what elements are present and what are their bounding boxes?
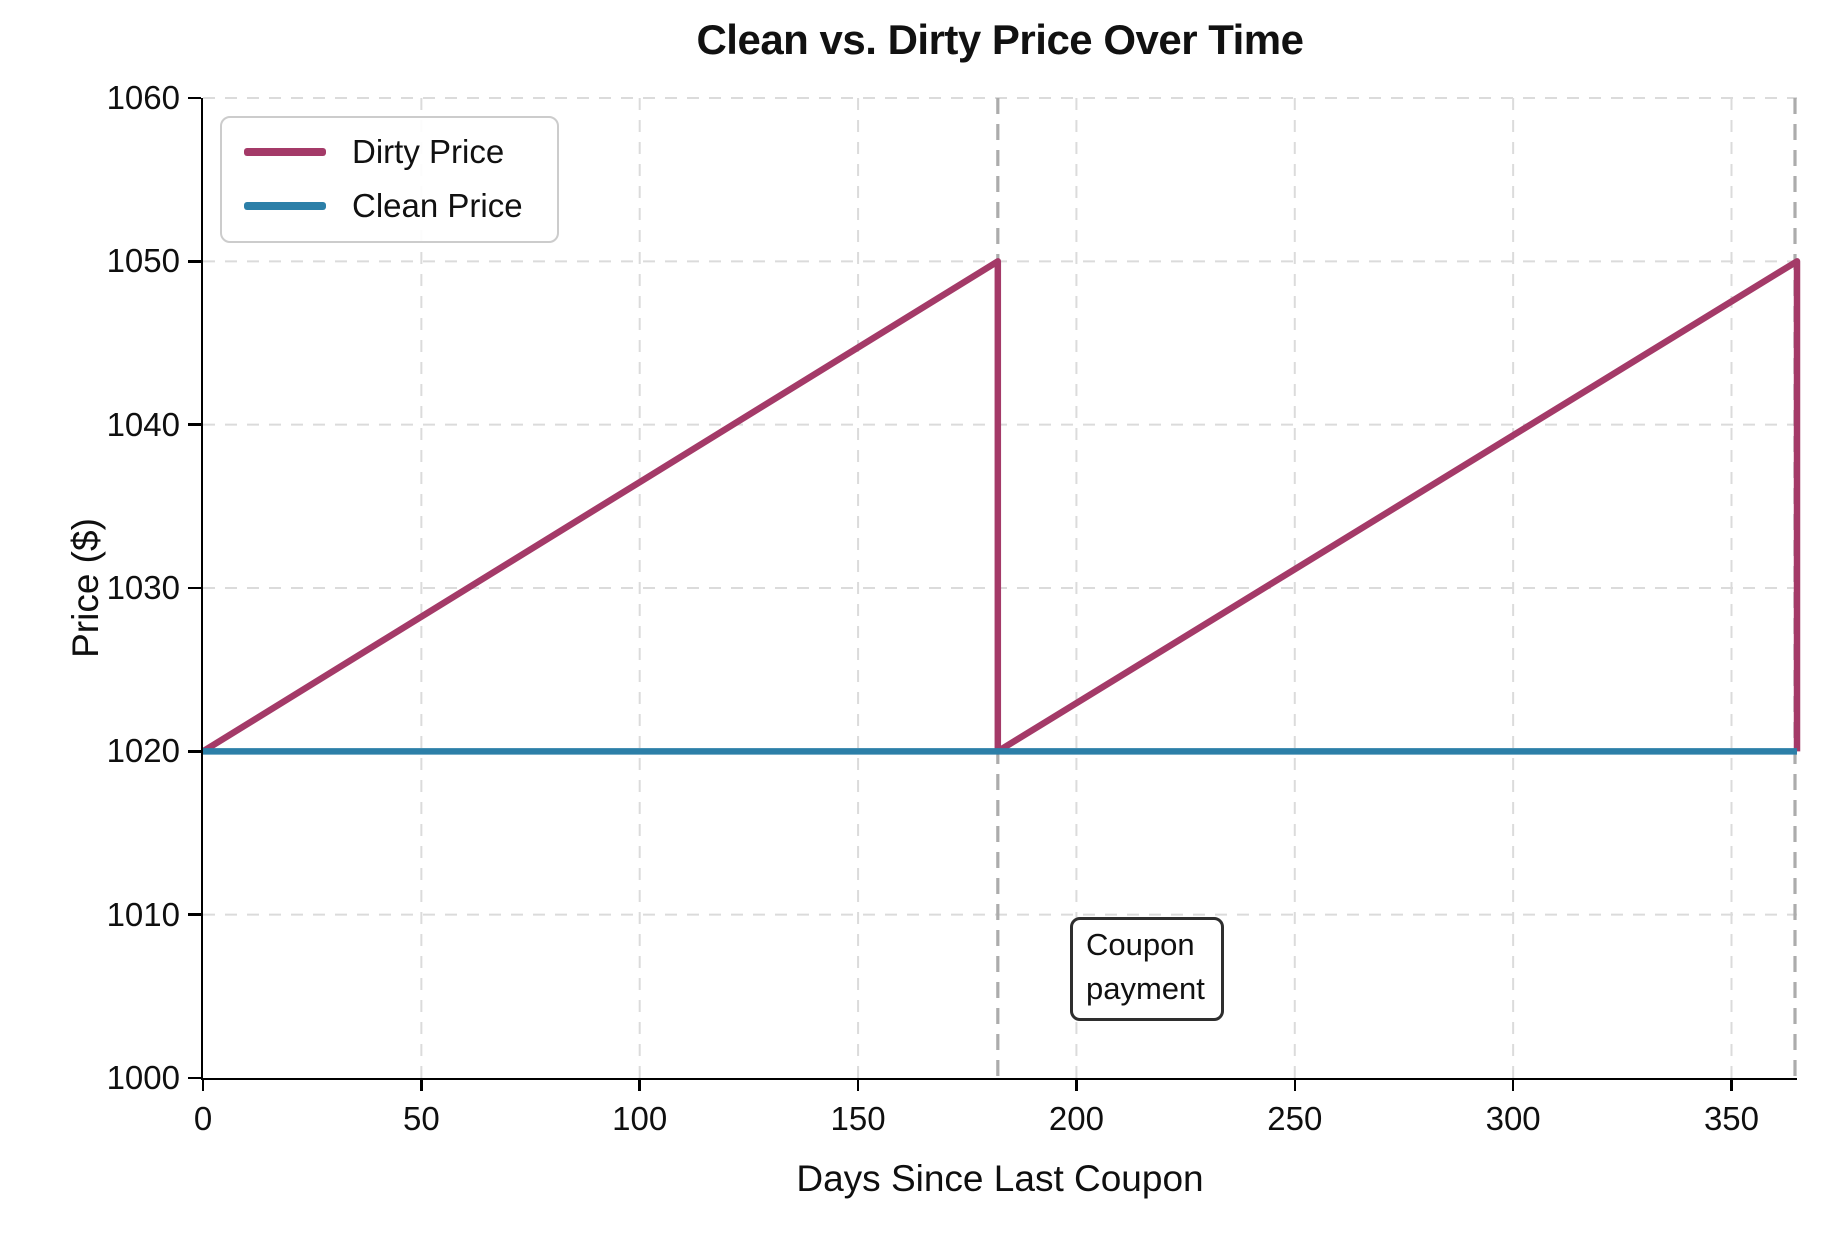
x-tick-mark bbox=[1730, 1078, 1733, 1091]
legend-item-clean-price: Clean Price bbox=[244, 187, 523, 225]
x-tick-label: 300 bbox=[1485, 1100, 1541, 1137]
y-tick-label: 1030 bbox=[106, 569, 180, 606]
y-tick-mark bbox=[188, 750, 201, 753]
y-tick-label: 1000 bbox=[106, 1059, 180, 1096]
y-tick-mark bbox=[188, 586, 201, 590]
y-tick-mark bbox=[188, 1076, 201, 1080]
dirty-price-swatch bbox=[244, 148, 326, 157]
x-tick-mark bbox=[638, 1078, 641, 1091]
legend-label-clean-price: Clean Price bbox=[352, 187, 523, 225]
x-tick-label: 100 bbox=[612, 1100, 668, 1137]
x-tick-label: 250 bbox=[1267, 1100, 1323, 1137]
x-tick-label: 50 bbox=[402, 1100, 440, 1137]
clean-price-swatch bbox=[244, 202, 326, 211]
x-tick-mark bbox=[1075, 1078, 1078, 1091]
y-tick-label: 1020 bbox=[106, 732, 180, 770]
x-tick-mark bbox=[201, 1078, 205, 1091]
x-tick-mark bbox=[856, 1078, 860, 1091]
y-tick-mark bbox=[188, 913, 201, 916]
x-tick-label: 200 bbox=[1048, 1100, 1104, 1137]
x-tick-label: 350 bbox=[1703, 1100, 1760, 1137]
x-tick-mark bbox=[1511, 1078, 1515, 1091]
x-axis-spine bbox=[201, 1078, 1797, 1080]
tick-layer: 0 50 100 150 200 250 300 350 1000 1010 1020 1030 104… bbox=[107, 79, 1797, 1137]
y-tick-mark bbox=[188, 96, 201, 100]
y-tick-label: 1050 bbox=[106, 242, 180, 280]
plot-area: 0 50 100 150 200 250 300 350 1000 1010 1020 1030 104… bbox=[107, 79, 1801, 1137]
y-tick-mark bbox=[188, 260, 201, 263]
y-tick-label: 1060 bbox=[106, 79, 180, 116]
legend-item-dirty-price: Dirty Price bbox=[244, 133, 523, 170]
annotation-line-1: Coupon bbox=[1086, 927, 1195, 962]
legend: Dirty Price Clean Price bbox=[220, 116, 559, 243]
y-tick-label: 1040 bbox=[106, 405, 180, 443]
x-tick-label: 150 bbox=[830, 1100, 886, 1137]
chart-title: Clean vs. Dirty Price Over Time bbox=[696, 16, 1304, 63]
x-tick-label: 0 bbox=[193, 1100, 213, 1137]
y-axis-spine bbox=[201, 98, 203, 1078]
coupon-payment-annotation: Coupon payment bbox=[1070, 917, 1224, 1022]
x-axis-label: Days Since Last Coupon bbox=[796, 1158, 1204, 1199]
legend-label-dirty-price: Dirty Price bbox=[352, 133, 505, 170]
annotation-line-2: payment bbox=[1086, 971, 1205, 1007]
y-tick-mark bbox=[188, 423, 201, 426]
chart-canvas bbox=[201, 97, 1801, 1078]
x-tick-mark bbox=[1293, 1078, 1297, 1091]
y-tick-label: 1010 bbox=[106, 895, 180, 933]
x-tick-mark bbox=[420, 1078, 423, 1091]
